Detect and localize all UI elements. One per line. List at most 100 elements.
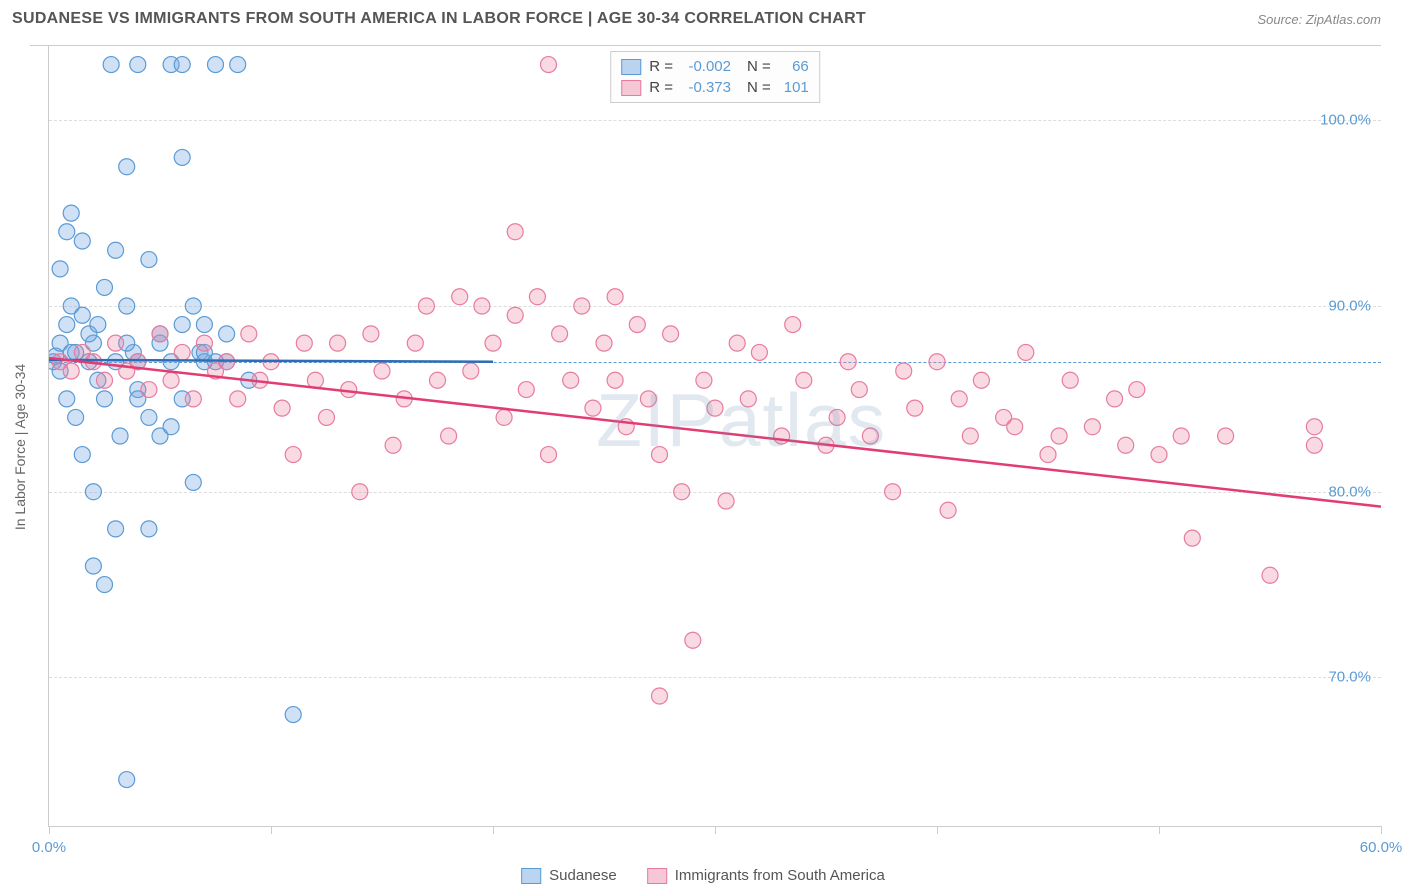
- scatter-point: [185, 474, 201, 490]
- scatter-point: [929, 354, 945, 370]
- scatter-point: [907, 400, 923, 416]
- x-tick-label: 0.0%: [32, 839, 66, 856]
- scatter-point: [141, 252, 157, 268]
- x-tick: [493, 826, 494, 834]
- scatter-point: [973, 372, 989, 388]
- scatter-point: [1184, 530, 1200, 546]
- scatter-point: [141, 409, 157, 425]
- scatter-point: [112, 428, 128, 444]
- y-axis-label: In Labor Force | Age 30-34: [12, 363, 28, 529]
- x-tick: [1381, 826, 1382, 834]
- scatter-point: [829, 409, 845, 425]
- scatter-point: [97, 577, 113, 593]
- chart-title: SUDANESE VS IMMIGRANTS FROM SOUTH AMERIC…: [12, 10, 866, 28]
- scatter-point: [1118, 437, 1134, 453]
- bottom-legend-label: Sudanese: [549, 867, 617, 884]
- scatter-point: [108, 335, 124, 351]
- scatter-point: [896, 363, 912, 379]
- n-value-sudanese: 66: [779, 58, 809, 75]
- scatter-point: [851, 382, 867, 398]
- scatter-point: [130, 57, 146, 73]
- scatter-point: [85, 558, 101, 574]
- scatter-point: [208, 57, 224, 73]
- scatter-point: [474, 298, 490, 314]
- scatter-point: [640, 391, 656, 407]
- scatter-point: [119, 772, 135, 788]
- scatter-point: [552, 326, 568, 342]
- scatter-point: [774, 428, 790, 444]
- scatter-point: [1018, 344, 1034, 360]
- x-tick: [1159, 826, 1160, 834]
- scatter-point: [596, 335, 612, 351]
- scatter-point: [196, 335, 212, 351]
- scatter-point: [163, 419, 179, 435]
- scatter-point: [241, 326, 257, 342]
- scatter-point: [663, 326, 679, 342]
- scatter-point: [951, 391, 967, 407]
- scatter-plot-svg: [49, 46, 1381, 826]
- swatch-icon: [521, 868, 541, 884]
- scatter-point: [940, 502, 956, 518]
- scatter-point: [785, 317, 801, 333]
- scatter-point: [652, 688, 668, 704]
- scatter-point: [430, 372, 446, 388]
- scatter-point: [74, 447, 90, 463]
- scatter-point: [441, 428, 457, 444]
- scatter-point: [385, 437, 401, 453]
- scatter-point: [1107, 391, 1123, 407]
- scatter-point: [363, 326, 379, 342]
- scatter-point: [740, 391, 756, 407]
- scatter-point: [707, 400, 723, 416]
- scatter-point: [1007, 419, 1023, 435]
- scatter-point: [518, 382, 534, 398]
- scatter-point: [103, 57, 119, 73]
- r-label: R =: [649, 79, 673, 96]
- scatter-point: [63, 363, 79, 379]
- bottom-legend-southamerica: Immigrants from South America: [647, 867, 885, 884]
- scatter-point: [97, 372, 113, 388]
- scatter-point: [119, 159, 135, 175]
- scatter-point: [796, 372, 812, 388]
- scatter-point: [163, 372, 179, 388]
- scatter-point: [108, 521, 124, 537]
- scatter-point: [285, 447, 301, 463]
- x-tick: [937, 826, 938, 834]
- scatter-point: [1173, 428, 1189, 444]
- scatter-point: [196, 317, 212, 333]
- scatter-point: [452, 289, 468, 305]
- scatter-point: [1306, 419, 1322, 435]
- scatter-point: [729, 335, 745, 351]
- scatter-point: [1151, 447, 1167, 463]
- scatter-point: [718, 493, 734, 509]
- swatch-southamerica: [621, 80, 641, 96]
- scatter-point: [68, 409, 84, 425]
- scatter-point: [296, 335, 312, 351]
- scatter-point: [59, 317, 75, 333]
- scatter-point: [141, 521, 157, 537]
- scatter-point: [574, 298, 590, 314]
- legend-row-southamerica: R = -0.373 N = 101: [621, 77, 809, 98]
- scatter-point: [885, 484, 901, 500]
- scatter-point: [751, 344, 767, 360]
- scatter-point: [174, 57, 190, 73]
- scatter-point: [319, 409, 335, 425]
- scatter-point: [840, 354, 856, 370]
- scatter-point: [1040, 447, 1056, 463]
- scatter-point: [108, 242, 124, 258]
- scatter-point: [374, 363, 390, 379]
- scatter-point: [485, 335, 501, 351]
- scatter-point: [97, 279, 113, 295]
- scatter-point: [52, 261, 68, 277]
- scatter-point: [1129, 382, 1145, 398]
- r-value-southamerica: -0.373: [681, 79, 731, 96]
- scatter-point: [507, 307, 523, 323]
- r-label: R =: [649, 58, 673, 75]
- scatter-point: [330, 335, 346, 351]
- scatter-point: [607, 372, 623, 388]
- scatter-point: [1306, 437, 1322, 453]
- scatter-point: [1051, 428, 1067, 444]
- scatter-point: [418, 298, 434, 314]
- scatter-point: [1084, 419, 1100, 435]
- x-tick: [49, 826, 50, 834]
- chart-source: Source: ZipAtlas.com: [1257, 12, 1381, 27]
